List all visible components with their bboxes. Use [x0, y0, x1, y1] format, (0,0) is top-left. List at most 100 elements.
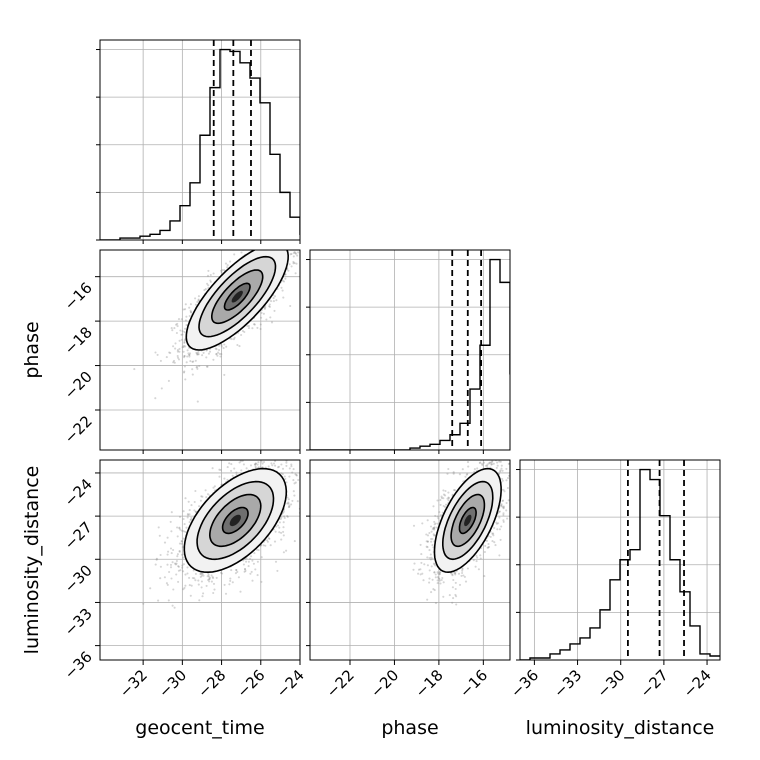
scatter-point: [157, 599, 160, 602]
scatter-point: [259, 247, 261, 249]
scatter-point: [286, 515, 289, 518]
scatter-point: [312, 468, 314, 470]
scatter-point: [256, 326, 259, 329]
scatter-point: [220, 271, 223, 274]
scatter-point: [220, 345, 223, 348]
scatter-point: [180, 540, 183, 543]
scatter-point: [183, 523, 186, 526]
scatter-point: [196, 365, 199, 369]
scatter-point: [280, 538, 283, 541]
contour-line: [208, 493, 262, 548]
scatter-point: [202, 351, 205, 354]
scatter-point: [205, 584, 208, 587]
scatter-point: [294, 481, 297, 484]
scatter-point: [221, 269, 224, 272]
scatter-point: [233, 467, 236, 470]
scatter-point: [176, 349, 179, 352]
scatter-point: [283, 454, 285, 456]
scatter-point: [276, 466, 280, 469]
scatter-point: [247, 324, 251, 328]
scatter-point: [287, 498, 290, 501]
scatter-point: [199, 575, 202, 578]
scatter-point: [286, 514, 289, 518]
scatter-point: [176, 535, 179, 538]
scatter-point: [239, 590, 242, 593]
scatter-point: [228, 583, 231, 586]
scatter-point: [299, 245, 301, 247]
scatter-point: [276, 569, 279, 572]
scatter-point: [290, 265, 293, 268]
scatter-point: [295, 474, 298, 477]
scatter-point: [202, 574, 205, 577]
scatter-point: [189, 360, 192, 363]
scatter-point: [280, 531, 283, 534]
scatter-point: [294, 473, 297, 476]
scatter-point: [241, 329, 244, 333]
scatter-point: [177, 569, 180, 572]
scatter-point: [199, 573, 202, 576]
scatter-point: [277, 241, 279, 243]
scatter-point: [233, 336, 236, 339]
scatter-point: [289, 253, 292, 256]
scatter-point: [251, 559, 254, 562]
scatter-point: [180, 333, 183, 336]
scatter-point: [199, 572, 202, 575]
scatter-point: [293, 494, 296, 497]
scatter-point: [277, 465, 281, 468]
histogram-phase: [310, 258, 510, 450]
scatter-point: [280, 286, 283, 289]
scatter-point: [211, 467, 214, 470]
scatter-point: [178, 339, 181, 342]
scatter-point: [172, 588, 175, 591]
scatter-point: [263, 457, 265, 459]
scatter-point: [223, 583, 226, 586]
scatter-point: [174, 563, 177, 566]
scatter-point: [190, 584, 193, 587]
scatter-point: [442, 497, 445, 500]
scatter-point: [218, 352, 221, 355]
scatter-point: [182, 308, 185, 311]
scatter-point: [269, 316, 272, 319]
scatter-point: [271, 464, 274, 467]
scatter-point: [288, 504, 291, 507]
scatter-point: [184, 573, 187, 576]
scatter-point: [200, 586, 203, 589]
scatter-point: [498, 460, 501, 463]
scatter-point: [270, 245, 272, 247]
scatter-point: [204, 489, 207, 492]
scatter-point: [200, 495, 203, 498]
scatter-point: [177, 565, 180, 568]
scatter-point: [169, 566, 173, 569]
scatter-point: [293, 482, 296, 485]
scatter-point: [196, 352, 199, 355]
scatter-point: [182, 570, 185, 573]
scatter-point: [254, 462, 257, 465]
scatter-point: [278, 202, 280, 204]
scatter-point: [284, 273, 287, 276]
scatter-point: [274, 530, 277, 533]
scatter-point: [292, 468, 295, 471]
scatter-point: [169, 520, 172, 523]
scatter-point: [155, 558, 158, 561]
scatter-point: [274, 460, 277, 463]
scatter-point: [183, 331, 186, 334]
scatter-point: [257, 461, 260, 464]
scatter-point: [251, 327, 254, 330]
scatter-point: [211, 575, 214, 579]
scatter-point: [281, 432, 283, 434]
scatter-point: [215, 348, 218, 351]
scatter-point: [167, 599, 170, 602]
scatter-point: [208, 577, 211, 581]
scatter-point: [212, 591, 215, 595]
scatter-point: [259, 455, 261, 457]
scatter-point: [296, 234, 298, 236]
scatter-point: [220, 353, 223, 356]
scatter-point: [262, 245, 264, 247]
scatter-point: [271, 229, 273, 231]
scatter-point: [280, 472, 283, 475]
scatter-point: [222, 347, 225, 350]
scatter-point: [260, 311, 263, 314]
scatter-point: [244, 457, 246, 459]
scatter-point: [307, 253, 309, 255]
scatter-point: [175, 323, 178, 326]
